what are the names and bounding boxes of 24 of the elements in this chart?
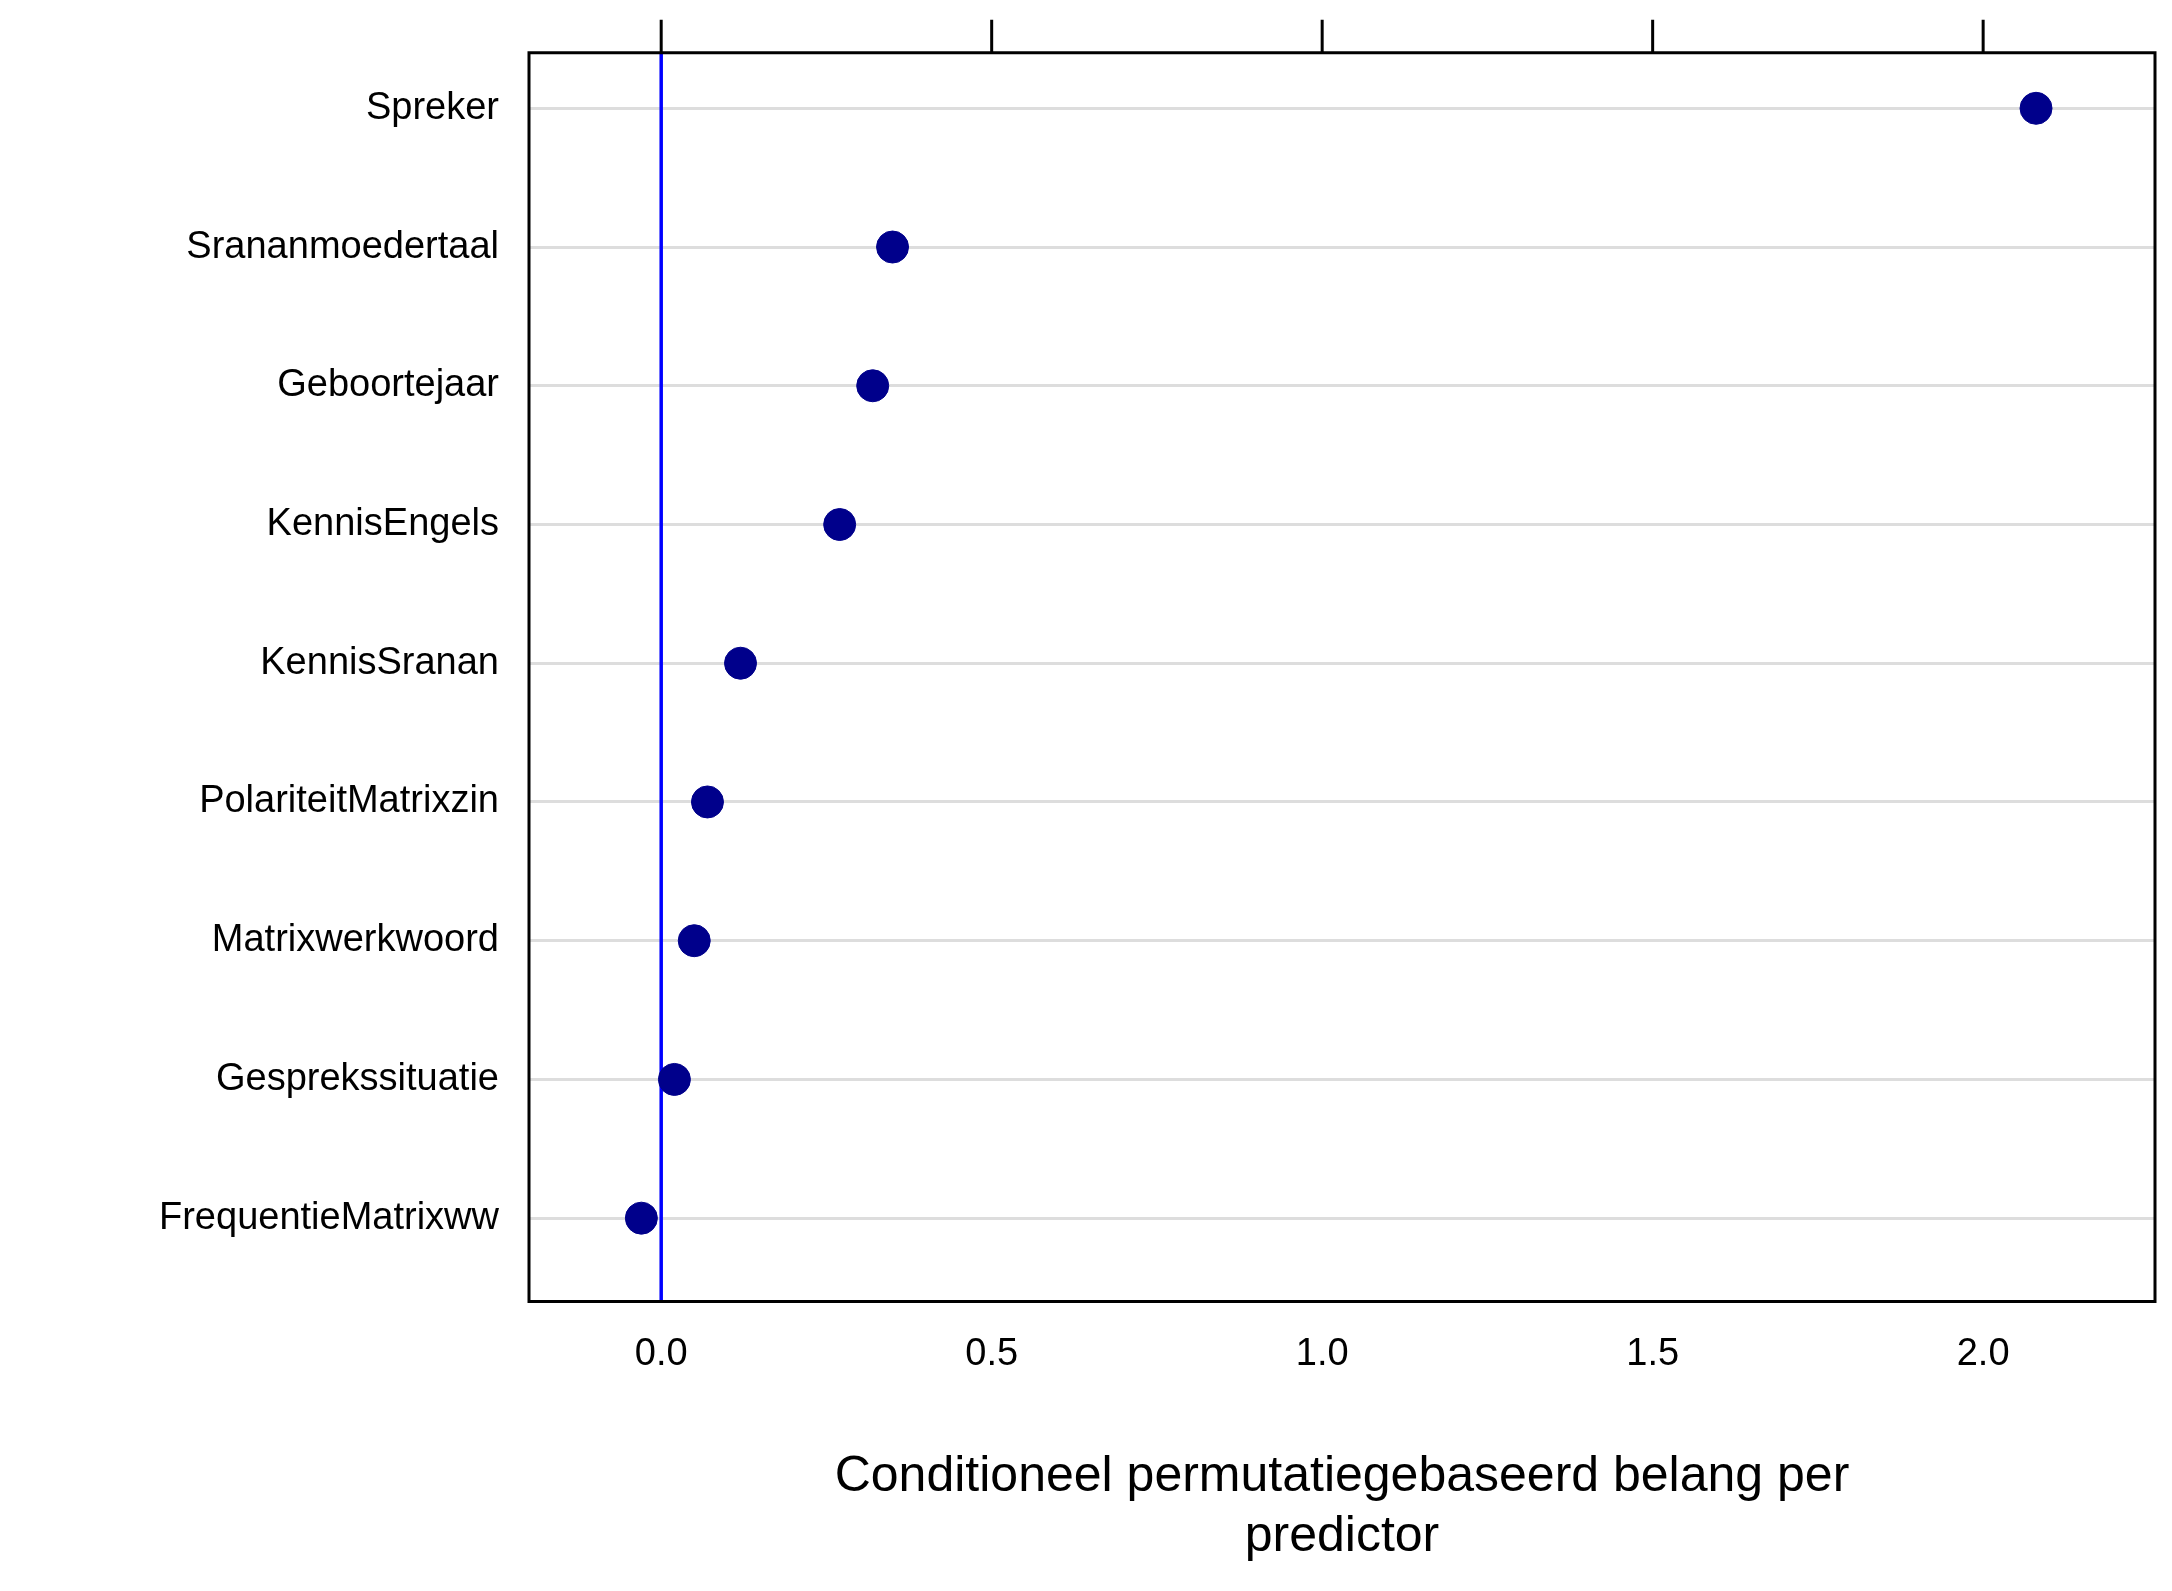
y-tick-label: Srananmoedertaal: [186, 223, 499, 266]
point: [823, 507, 857, 541]
point: [876, 230, 910, 264]
x-tick-label: 2.0: [1956, 1330, 2010, 1373]
y-tick-label: Spreker: [365, 84, 500, 127]
y-tick-label: Matrixwerkwoord: [211, 917, 499, 960]
point: [624, 1201, 658, 1235]
point: [856, 369, 890, 403]
x-tick-label: 0.5: [965, 1330, 1019, 1373]
y-tick-label: Geboortejaar: [277, 362, 500, 405]
y-tick-label: Gesprekssituatie: [215, 1055, 499, 1098]
point: [677, 924, 711, 958]
point: [2019, 91, 2053, 125]
x-tick-label: 1.5: [1626, 1330, 1680, 1373]
y-tick-label: PolariteitMatrixzin: [199, 778, 499, 821]
x-tick-label: 0.0: [634, 1330, 688, 1373]
y-tick-label: FrequentieMatrixww: [159, 1194, 500, 1237]
y-tick-label: KennisSranan: [260, 639, 499, 682]
x-axis-title: Conditioneel permutatiegebaseerd belang per predictor: [834, 1445, 1850, 1562]
point: [657, 1062, 691, 1096]
point: [724, 646, 758, 680]
x-tick-label: 1.0: [1295, 1330, 1349, 1373]
y-tick-label: KennisEngels: [266, 500, 499, 543]
point: [690, 785, 724, 819]
